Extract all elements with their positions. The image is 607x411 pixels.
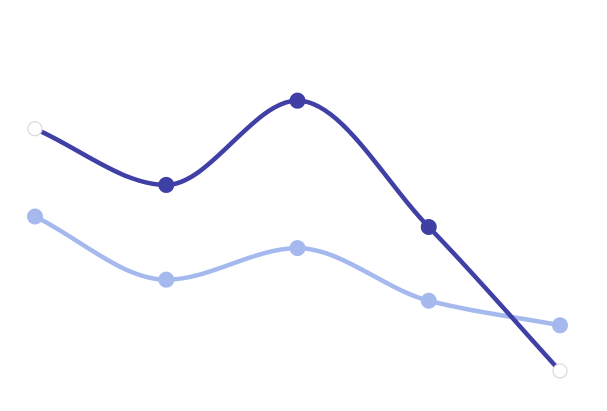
series-1-point-3 bbox=[289, 92, 306, 109]
points-layer bbox=[27, 92, 568, 379]
series-2-point-1 bbox=[27, 208, 43, 225]
series-1-line bbox=[32, 98, 563, 374]
series-1-point-2 bbox=[158, 176, 175, 193]
series-2-point-3 bbox=[289, 240, 306, 257]
series-2-point-5 bbox=[552, 317, 568, 334]
series-2-line bbox=[32, 214, 563, 328]
series-2-point-2 bbox=[158, 271, 175, 288]
series-1-point-1 bbox=[27, 121, 43, 137]
series-1-point-4 bbox=[420, 219, 437, 236]
series-2-point-4 bbox=[420, 292, 437, 309]
series-1-point-5 bbox=[552, 363, 568, 379]
series-layer bbox=[32, 98, 563, 374]
